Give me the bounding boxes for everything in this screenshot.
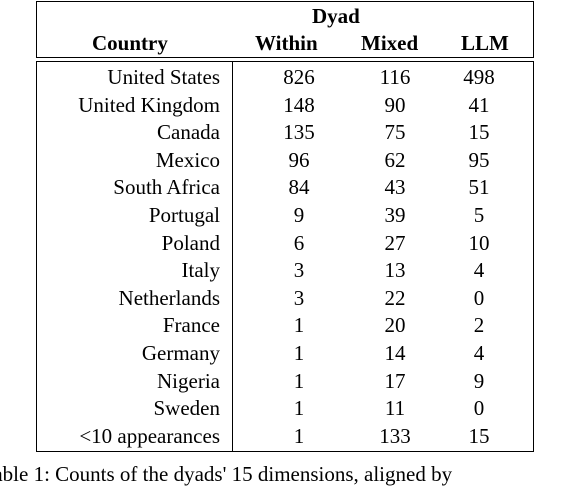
mixed-cell: 133	[379, 423, 411, 448]
country-cell: United Kingdom	[78, 92, 220, 117]
within-cell: 1	[293, 341, 305, 365]
within-cell: 1	[293, 313, 305, 338]
table-caption: Table 1: Counts of the dyads' 15 dimensi…	[0, 462, 453, 486]
llm-cell: 4	[473, 341, 485, 365]
llm-column-header: LLM	[461, 31, 509, 55]
country-cell: Canada	[157, 120, 220, 145]
mixed-cell: 17	[384, 368, 406, 393]
within-cell: 9	[293, 203, 305, 227]
mixed-cell: 43	[384, 175, 406, 200]
column-divider	[232, 62, 233, 451]
mixed-cell: 39	[384, 203, 406, 227]
llm-cell: 0	[473, 396, 485, 421]
country-cell: Sweden	[153, 396, 221, 421]
within-column-header: Within	[255, 31, 318, 55]
within-cell: 3	[293, 258, 305, 283]
mixed-cell: 75	[384, 120, 406, 145]
mixed-cell: 11	[384, 396, 406, 421]
within-cell: 6	[293, 230, 305, 255]
country-cell: Italy	[181, 258, 220, 283]
within-cell: 135	[283, 120, 315, 145]
mixed-cell: 27	[384, 230, 406, 255]
llm-cell: 15	[468, 423, 490, 448]
within-cell: 1	[293, 396, 305, 421]
country-cell: Nigeria	[157, 368, 220, 393]
country-cell: Netherlands	[118, 285, 220, 310]
llm-cell: 5	[473, 203, 485, 227]
within-cell: 826	[283, 65, 315, 89]
country-cell: South Africa	[113, 175, 220, 200]
mixed-cell: 13	[384, 258, 406, 283]
mixed-column-header: Mixed	[361, 31, 419, 55]
llm-cell: 9	[473, 368, 485, 393]
country-cell: Germany	[141, 341, 220, 365]
table-header: Dyad Country Within Mixed LLM	[36, 1, 534, 58]
country-cell: United States	[107, 65, 220, 89]
llm-cell: 51	[468, 175, 490, 200]
within-cell: 1	[293, 368, 305, 393]
mixed-cell: 90	[384, 92, 406, 117]
mixed-cell: 14	[384, 341, 406, 365]
country-cell: <10 appearances	[79, 423, 220, 448]
country-cell: Poland	[161, 230, 220, 255]
mixed-cell: 62	[384, 147, 406, 172]
within-cell: 84	[288, 175, 310, 200]
llm-cell: 95	[468, 147, 490, 172]
llm-cell: 41	[468, 92, 490, 117]
llm-cell: 15	[468, 120, 490, 145]
country-cell: Portugal	[148, 203, 220, 227]
within-cell: 148	[283, 92, 315, 117]
llm-cell: 2	[473, 313, 485, 338]
within-cell: 96	[288, 147, 310, 172]
llm-cell: 4	[473, 258, 485, 283]
within-cell: 3	[293, 285, 305, 310]
within-cell: 1	[293, 423, 305, 448]
country-cell: Mexico	[155, 147, 220, 172]
mixed-cell: 116	[379, 65, 411, 89]
mixed-cell: 22	[384, 285, 406, 310]
llm-cell: 498	[463, 65, 495, 89]
llm-cell: 0	[473, 285, 485, 310]
llm-cell: 10	[468, 230, 490, 255]
dyad-group-header: Dyad	[312, 4, 360, 28]
country-column-header: Country	[92, 31, 168, 55]
table-body: United States 826 116 498 United Kingdom 148 9…	[36, 61, 534, 452]
country-cell: France	[162, 313, 220, 338]
mixed-cell: 20	[384, 313, 406, 338]
